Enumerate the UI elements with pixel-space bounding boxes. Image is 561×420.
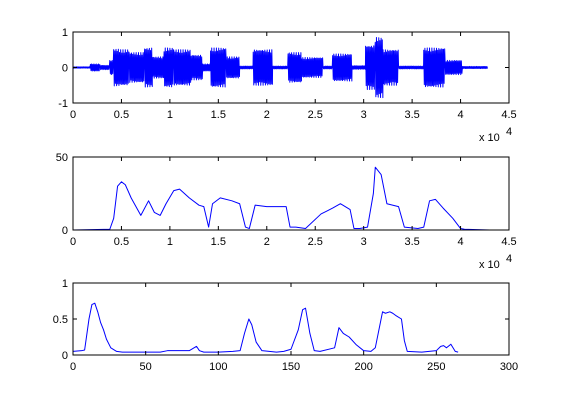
waveform-x-multiplier-exponent: 4 bbox=[506, 126, 512, 138]
ratio-y-tick-label: 0 bbox=[62, 350, 68, 362]
ratio-x-tick-label: 250 bbox=[427, 361, 445, 373]
waveform-x-tick-label: 1.5 bbox=[211, 109, 226, 121]
waveform-y-tick-label: 1 bbox=[62, 27, 68, 39]
ratio-x-tick-label: 50 bbox=[140, 361, 152, 373]
waveform-x-tick-label: 0 bbox=[70, 109, 76, 121]
envelope-x-tick-label: 0 bbox=[70, 236, 76, 248]
waveform-x-tick-label: 3 bbox=[361, 109, 367, 121]
waveform-y-tick-label: 0 bbox=[62, 63, 68, 75]
ratio-y-tick-label: 0.5 bbox=[53, 314, 68, 326]
envelope-x-multiplier-label: x 10 bbox=[479, 259, 500, 271]
envelope-panel: 0 0.5 1 1.5 2 2.5 3 3.5 4 4.5 0 50 x 10 4 bbox=[56, 152, 517, 271]
envelope-series-line bbox=[72, 166, 490, 231]
envelope-x-tick-label: 2 bbox=[264, 236, 270, 248]
waveform-y-tick-label: -1 bbox=[58, 98, 68, 110]
ratio-x-tick-label: 150 bbox=[282, 361, 300, 373]
waveform-series-line bbox=[72, 37, 488, 99]
envelope-x-tick-label: 3.5 bbox=[404, 236, 419, 248]
waveform-x-tick-label: 2 bbox=[264, 109, 270, 121]
envelope-axes-box bbox=[72, 156, 510, 231]
waveform-x-tick-label: 0.5 bbox=[114, 109, 129, 121]
ratio-y-tick-label: 1 bbox=[62, 278, 68, 290]
waveform-x-tick-label: 4 bbox=[457, 109, 463, 121]
waveform-x-tick-label: 2.5 bbox=[308, 109, 323, 121]
ratio-series-line bbox=[72, 302, 459, 353]
envelope-x-tick-label: 0.5 bbox=[114, 236, 129, 248]
ratio-axes-box bbox=[72, 282, 510, 356]
envelope-x-tick-label: 4 bbox=[457, 236, 463, 248]
ratio-x-tick-label: 0 bbox=[70, 361, 76, 373]
waveform-x-tick-label: 4.5 bbox=[501, 109, 516, 121]
envelope-x-tick-label: 3 bbox=[361, 236, 367, 248]
ratio-x-tick-label: 200 bbox=[354, 361, 372, 373]
envelope-x-multiplier-exponent: 4 bbox=[506, 253, 512, 265]
envelope-x-tick-label: 1 bbox=[167, 236, 173, 248]
waveform-x-tick-label: 1 bbox=[167, 109, 173, 121]
ratio-x-tick-label: 300 bbox=[500, 361, 518, 373]
envelope-y-tick-label: 50 bbox=[56, 152, 68, 164]
waveform-x-tick-label: 3.5 bbox=[404, 109, 419, 121]
envelope-x-tick-label: 2.5 bbox=[308, 236, 323, 248]
envelope-y-tick-label: 0 bbox=[62, 225, 68, 237]
waveform-x-multiplier-label: x 10 bbox=[479, 132, 500, 144]
envelope-x-tick-label: 1.5 bbox=[211, 236, 226, 248]
ratio-x-tick-label: 100 bbox=[209, 361, 227, 373]
envelope-x-tick-label: 4.5 bbox=[501, 236, 516, 248]
ratio-panel: 0 50 100 150 200 250 300 0 0.5 1 bbox=[53, 278, 518, 373]
